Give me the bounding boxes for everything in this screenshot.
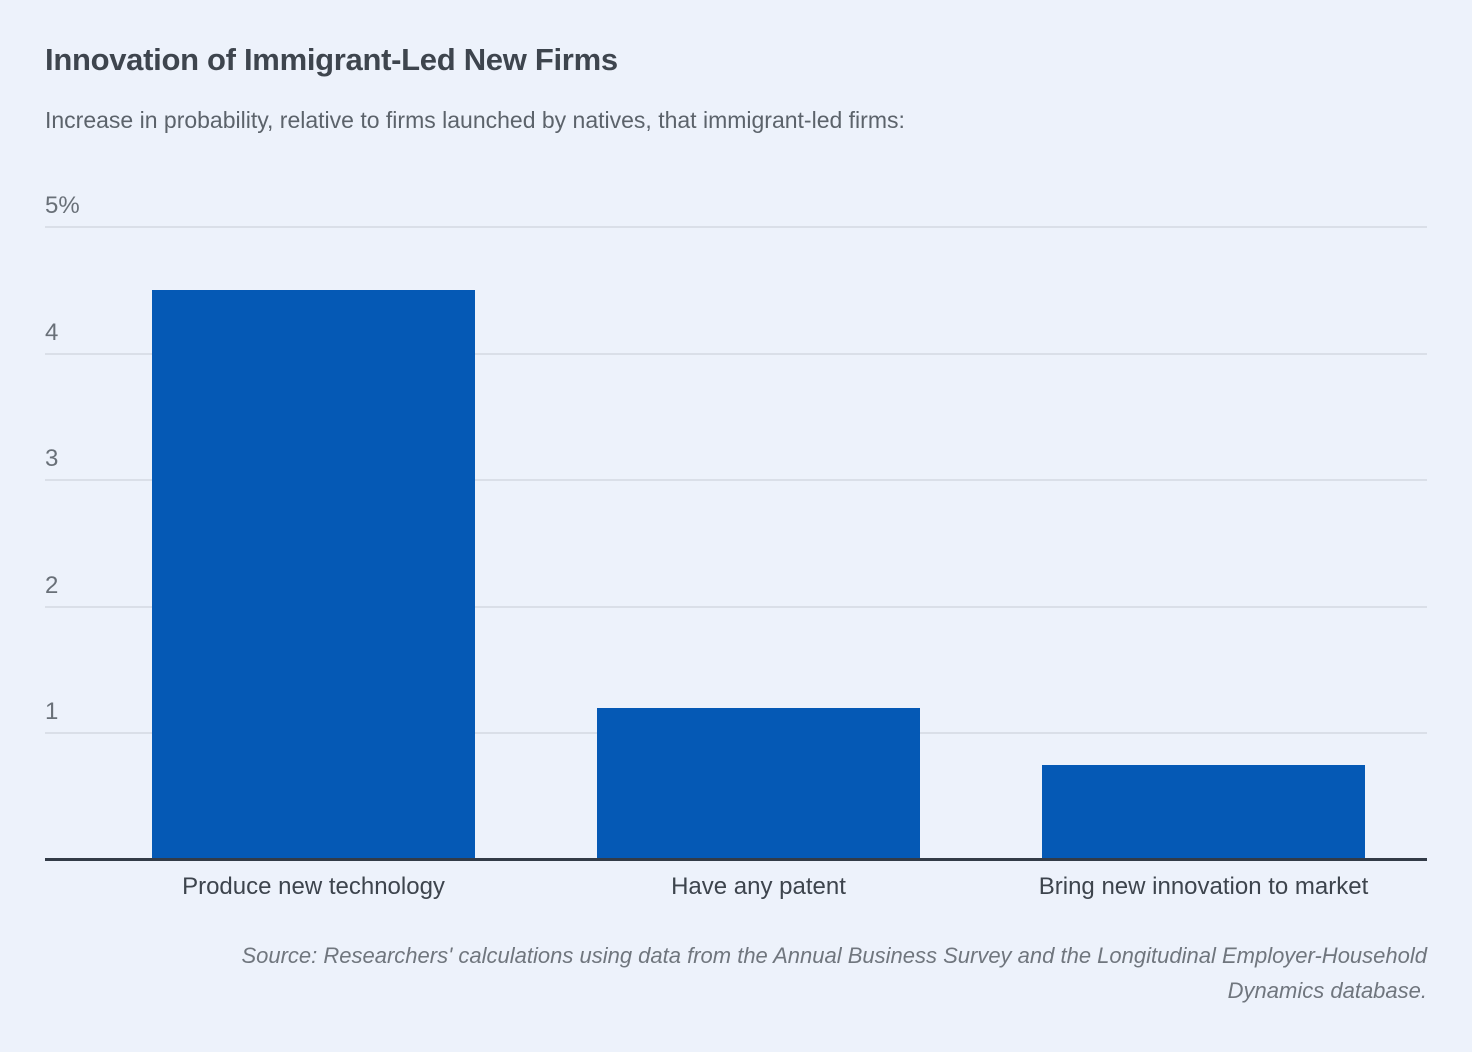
gridline-5pct: [45, 226, 1427, 228]
category-label-have-any-patent: Have any patent: [671, 873, 846, 900]
bar-have-any-patent: [597, 708, 920, 860]
gridline-3: [45, 479, 1427, 481]
y-tick-label: 1: [45, 698, 59, 725]
source-line: Dynamics database.: [1227, 978, 1427, 1003]
source-note: Source: Researchers' calculations using …: [90, 938, 1427, 1008]
y-tick-label: 5%: [45, 192, 80, 219]
y-tick-label: 4: [45, 319, 59, 346]
category-label-bring-new-innovation-to-market: Bring new innovation to market: [1038, 873, 1369, 900]
y-tick-label: 2: [45, 572, 59, 599]
bar-bring-new-innovation-to-market: [1042, 765, 1365, 860]
bar-produce-new-technology: [152, 290, 475, 860]
gridline-2: [45, 606, 1427, 608]
chart-subtitle: Increase in probability, relative to fir…: [45, 107, 905, 133]
category-label-produce-new-technology: Produce new technology: [182, 873, 445, 900]
x-axis-line: [45, 858, 1427, 861]
chart-title: Innovation of Immigrant-Led New Firms: [45, 42, 618, 77]
gridline-4: [45, 353, 1427, 355]
source-line: Source: Researchers' calculations using …: [241, 943, 1427, 968]
y-tick-label: 3: [45, 445, 59, 472]
